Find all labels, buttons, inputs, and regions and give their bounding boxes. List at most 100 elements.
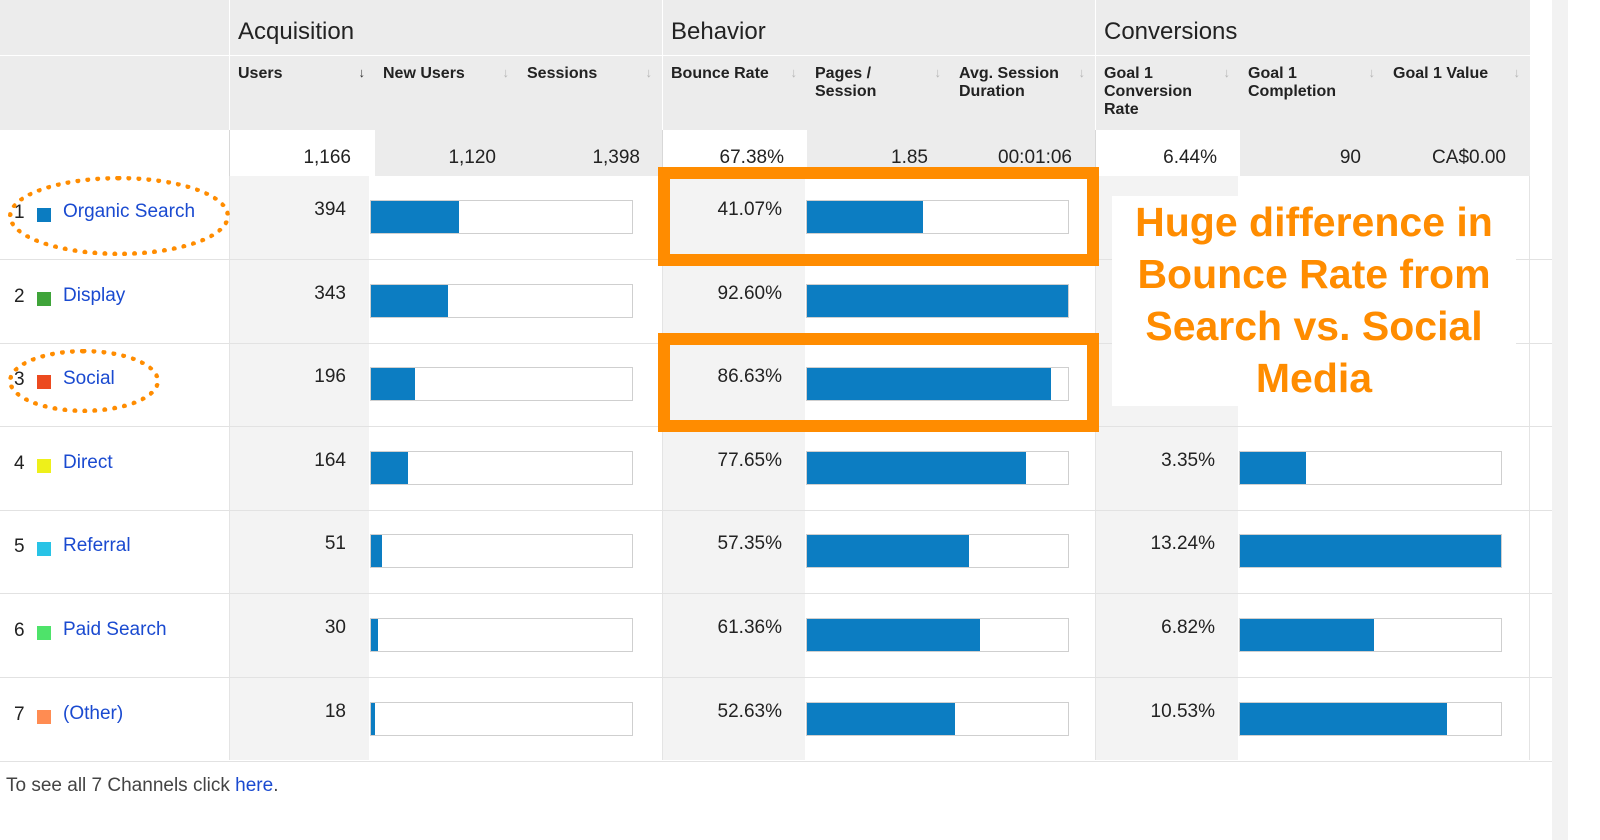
sort-down-icon[interactable]: ↓ — [934, 65, 942, 80]
users-bar — [370, 284, 633, 318]
column-divider — [1529, 176, 1530, 760]
dimension-header — [0, 56, 229, 130]
sort-down-icon[interactable]: ↓ — [1368, 65, 1376, 80]
sort-down-icon[interactable]: ↓ — [1513, 65, 1521, 80]
bounce-rate-bar-fill — [807, 452, 1026, 484]
total-sessions: 1,398 — [592, 147, 640, 168]
highlight-box-organic-bounce — [658, 167, 1099, 266]
column-divider — [1095, 176, 1096, 760]
bounce-rate-bar — [806, 367, 1069, 401]
goal-conversion-value: 13.24% — [1150, 533, 1215, 554]
bounce-rate-bar-fill — [807, 619, 980, 651]
bounce-rate-bar-fill — [807, 201, 923, 233]
total-new-users: 1,120 — [448, 147, 496, 168]
group-title-behavior: Behavior — [671, 18, 766, 45]
total-goal-completion: 90 — [1339, 147, 1361, 168]
channel-link[interactable]: (Other) — [63, 703, 124, 724]
users-bar — [370, 367, 633, 401]
bounce-rate-bar-fill — [807, 535, 969, 567]
bounce-rate-value: 77.65% — [717, 450, 782, 471]
goal-conversion-bar-fill — [1240, 452, 1307, 484]
column-label: Goal 1 Completion — [1248, 65, 1336, 100]
bounce-rate-bar-fill — [807, 368, 1052, 400]
goal-conversion-bar-fill — [1240, 535, 1501, 567]
highlight-box-social-bounce — [658, 333, 1099, 432]
goal-conversion-value: 10.53% — [1150, 701, 1215, 722]
column-divider — [662, 176, 663, 760]
channel-color-swatch — [37, 292, 51, 306]
bounce-rate-bar — [806, 534, 1069, 568]
group-header-band — [0, 0, 1530, 56]
total-avg-session: 00:01:06 — [998, 147, 1072, 168]
goal-conversion-value: 6.82% — [1161, 617, 1215, 638]
totals-divider — [1095, 130, 1096, 176]
channel-link[interactable]: Referral — [63, 535, 131, 556]
column-header-users[interactable]: Users ↓ — [230, 56, 376, 130]
column-header-pages-session[interactable]: Pages / Session ↓ — [807, 56, 952, 130]
channel-color-swatch — [37, 459, 51, 473]
users-bar — [370, 534, 633, 568]
goal-conversion-bar — [1239, 702, 1502, 736]
channel-color-swatch — [37, 710, 51, 724]
users-bar-fill — [371, 368, 415, 400]
users-bar-fill — [371, 285, 448, 317]
row-rank: 2 — [14, 286, 25, 307]
row-rank: 4 — [14, 453, 25, 474]
bounce-rate-bar-fill — [807, 285, 1068, 317]
group-title-conversions: Conversions — [1104, 18, 1238, 45]
bounce-rate-bar — [806, 451, 1069, 485]
column-header-goal-completion[interactable]: Goal 1 Completion ↓ — [1240, 56, 1386, 130]
users-bar — [370, 451, 633, 485]
goal-conversion-bar — [1239, 618, 1502, 652]
total-goal-conversion: 6.44% — [1163, 147, 1217, 168]
users-bar-fill — [371, 703, 375, 735]
highlight-ellipse-social — [8, 349, 160, 413]
column-header-goal-conversion[interactable]: Goal 1 Conversion Rate ↓ — [1096, 56, 1241, 130]
users-value: 164 — [314, 450, 346, 471]
row-separator — [0, 761, 1560, 762]
users-value: 18 — [324, 701, 346, 722]
column-header-bounce-rate[interactable]: Bounce Rate ↓ — [663, 56, 808, 130]
sort-down-icon[interactable]: ↓ — [1223, 65, 1231, 80]
users-bar-fill — [371, 619, 378, 651]
highlight-ellipse-organic — [8, 176, 230, 256]
total-goal-value: CA$0.00 — [1432, 147, 1506, 168]
column-label: Users — [238, 65, 283, 82]
sort-down-icon[interactable]: ↓ — [790, 65, 798, 80]
column-divider — [229, 176, 230, 760]
scrollbar-track[interactable] — [1552, 0, 1568, 840]
bounce-rate-value: 57.35% — [717, 533, 782, 554]
users-column-bg — [230, 176, 369, 760]
goal-conversion-bar-fill — [1240, 619, 1375, 651]
annotation-callout: Huge difference in Bounce Rate from Sear… — [1112, 196, 1516, 406]
channel-link[interactable]: Paid Search — [63, 619, 167, 640]
sort-down-icon[interactable]: ↓ — [1078, 65, 1086, 80]
column-header-new-users[interactable]: New Users ↓ — [375, 56, 520, 130]
bounce-rate-value: 41.07% — [717, 199, 782, 220]
goal-conversion-bar — [1239, 534, 1502, 568]
footer-suffix: . — [273, 775, 279, 796]
goal-conversion-value: 3.35% — [1161, 450, 1215, 471]
users-bar-fill — [371, 201, 459, 233]
column-header-avg-session[interactable]: Avg. Session Duration ↓ — [951, 56, 1096, 130]
channel-link[interactable]: Direct — [63, 452, 113, 473]
users-bar-fill — [371, 535, 383, 567]
totals-divider — [662, 130, 663, 176]
column-header-sessions[interactable]: Sessions ↓ — [519, 56, 663, 130]
row-rank: 7 — [14, 704, 25, 725]
column-label: Goal 1 Value — [1393, 65, 1489, 82]
column-label: Pages / Session — [815, 65, 877, 100]
sort-down-icon[interactable]: ↓ — [358, 65, 366, 80]
see-all-link[interactable]: here — [235, 775, 274, 796]
sort-down-icon[interactable]: ↓ — [502, 65, 510, 80]
channel-link[interactable]: Display — [63, 285, 126, 306]
users-value: 394 — [314, 199, 346, 220]
users-value: 30 — [324, 617, 346, 638]
users-value: 51 — [324, 533, 346, 554]
totals-divider — [229, 130, 230, 176]
bounce-rate-bar — [806, 702, 1069, 736]
users-bar — [370, 618, 633, 652]
goal-conversion-bar-fill — [1240, 703, 1448, 735]
column-header-goal-value[interactable]: Goal 1 Value ↓ — [1385, 56, 1531, 130]
sort-down-icon[interactable]: ↓ — [645, 65, 653, 80]
